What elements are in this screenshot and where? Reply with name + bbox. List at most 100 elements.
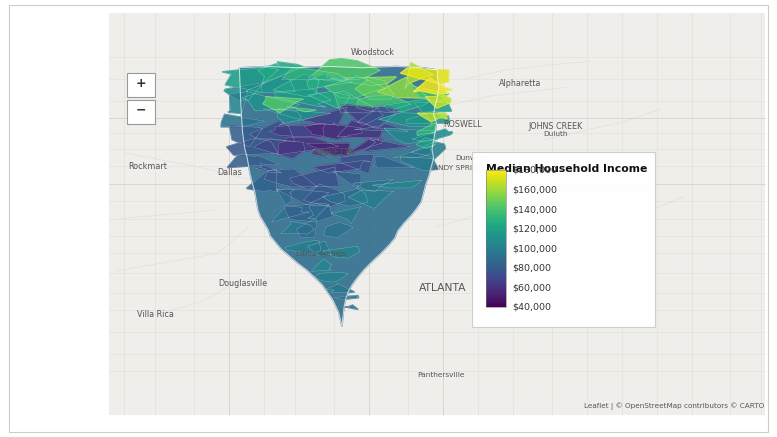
Polygon shape: [400, 156, 437, 171]
Text: Panthersville: Panthersville: [418, 371, 465, 378]
Bar: [486, 288, 506, 289]
Bar: [486, 180, 506, 182]
Polygon shape: [246, 169, 278, 192]
Polygon shape: [417, 123, 435, 135]
Bar: [486, 294, 506, 295]
Bar: [486, 270, 506, 271]
Bar: [486, 303, 506, 304]
Polygon shape: [357, 96, 411, 113]
Polygon shape: [417, 113, 448, 122]
Text: $60,000: $60,000: [512, 283, 551, 292]
Bar: [486, 259, 506, 260]
Polygon shape: [246, 76, 295, 94]
Polygon shape: [331, 207, 361, 224]
Polygon shape: [325, 75, 385, 98]
Bar: [486, 255, 506, 256]
Bar: [486, 192, 506, 193]
Bar: [486, 279, 506, 280]
Bar: [486, 230, 506, 231]
Bar: [486, 267, 506, 268]
Bar: [486, 173, 506, 174]
Polygon shape: [378, 77, 428, 98]
Bar: [486, 233, 506, 234]
Bar: [486, 253, 506, 255]
Bar: [486, 243, 506, 245]
Polygon shape: [400, 69, 449, 83]
Polygon shape: [308, 241, 331, 256]
Bar: [486, 170, 506, 307]
FancyBboxPatch shape: [127, 73, 155, 97]
Bar: [486, 251, 506, 253]
Bar: [486, 183, 506, 184]
Bar: [486, 223, 506, 224]
Bar: [486, 195, 506, 197]
Bar: [486, 186, 506, 187]
Bar: [486, 201, 506, 202]
Text: $100,000: $100,000: [512, 244, 557, 253]
Polygon shape: [274, 89, 331, 107]
Text: $120,000: $120,000: [512, 225, 557, 233]
Polygon shape: [273, 74, 319, 97]
Bar: [486, 170, 506, 172]
Bar: [486, 217, 506, 218]
Bar: [486, 263, 506, 264]
Polygon shape: [263, 97, 304, 113]
Polygon shape: [353, 179, 393, 192]
Polygon shape: [414, 102, 451, 112]
Polygon shape: [354, 122, 408, 132]
Polygon shape: [222, 67, 278, 92]
Bar: [486, 246, 506, 247]
Polygon shape: [412, 129, 452, 142]
Bar: [109, 13, 765, 415]
Bar: [486, 208, 506, 209]
Bar: [486, 190, 506, 191]
Text: $180,000: $180,000: [512, 166, 557, 175]
Polygon shape: [335, 295, 359, 300]
Bar: [486, 185, 506, 187]
Bar: [486, 232, 506, 233]
Bar: [486, 198, 506, 199]
Text: Brookhaven: Brookhaven: [481, 196, 524, 202]
Bar: [486, 283, 506, 284]
Bar: [486, 209, 506, 210]
Bar: [486, 300, 506, 302]
Bar: [486, 219, 506, 221]
Bar: [486, 240, 506, 241]
Bar: [486, 174, 506, 175]
Bar: [486, 256, 506, 257]
Bar: [486, 221, 506, 222]
Bar: [486, 212, 506, 213]
Bar: [486, 289, 506, 290]
Bar: [486, 242, 506, 243]
Polygon shape: [263, 109, 301, 119]
Polygon shape: [413, 78, 452, 94]
Polygon shape: [332, 77, 396, 86]
Polygon shape: [375, 156, 413, 168]
Bar: [486, 265, 506, 266]
Bar: [486, 172, 506, 173]
Bar: [486, 207, 506, 208]
Polygon shape: [264, 169, 317, 187]
Bar: [486, 216, 506, 217]
Bar: [486, 239, 506, 240]
Bar: [486, 176, 506, 177]
Text: Rockmart: Rockmart: [128, 162, 167, 170]
Bar: [486, 282, 506, 283]
Bar: [486, 178, 506, 180]
Bar: [486, 227, 506, 229]
Polygon shape: [308, 91, 350, 108]
Bar: [486, 200, 506, 201]
Bar: [486, 225, 506, 226]
Text: Leaflet | © OpenStreetMap contributors © CARTO: Leaflet | © OpenStreetMap contributors ©…: [584, 402, 764, 410]
Bar: [486, 280, 506, 281]
Polygon shape: [337, 121, 382, 138]
Polygon shape: [312, 149, 329, 157]
Bar: [486, 214, 506, 215]
Polygon shape: [344, 305, 358, 309]
Bar: [486, 305, 506, 306]
Bar: [486, 229, 506, 230]
Bar: [486, 284, 506, 285]
Bar: [486, 262, 506, 263]
Bar: [486, 224, 506, 225]
Polygon shape: [277, 109, 330, 125]
